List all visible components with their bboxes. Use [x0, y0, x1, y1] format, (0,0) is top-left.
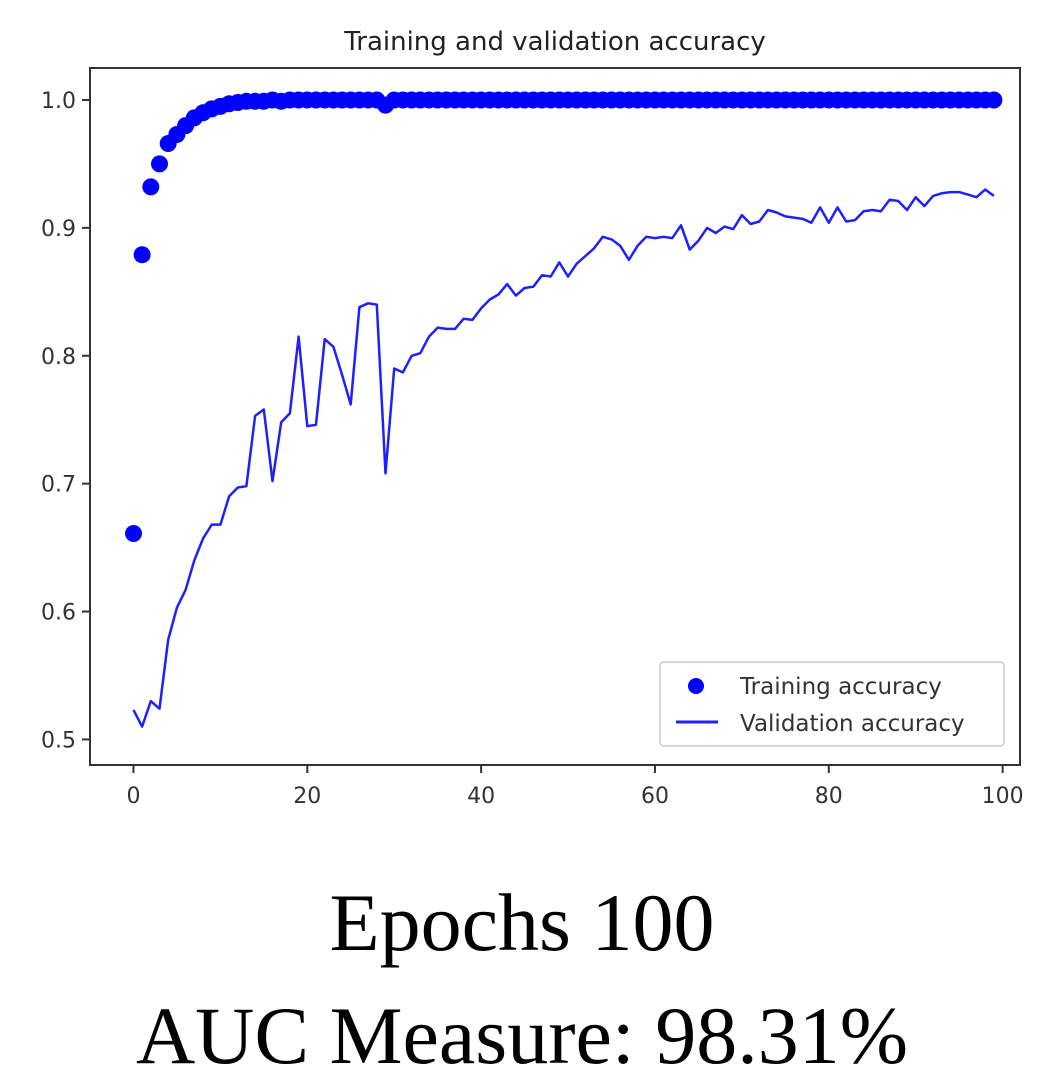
legend-training-label: Training accuracy — [739, 674, 942, 700]
plot-area — [89, 67, 1021, 766]
validation-accuracy-line — [132, 188, 995, 728]
legend-box — [659, 661, 1005, 747]
legend: Training accuracy Validation accuracy — [659, 661, 1005, 747]
y-axis: 0.5 0.6 0.7 0.8 0.9 1.0 — [41, 89, 90, 753]
x-tick-label: 80 — [815, 784, 843, 809]
x-tick-label: 20 — [293, 784, 321, 809]
plot-frame — [89, 67, 1021, 766]
chart-title: Training and validation accuracy — [343, 27, 766, 57]
x-axis: 0 20 40 60 80 100 — [126, 765, 1024, 809]
auc-caption: AUC Measure: 98.31% — [135, 990, 909, 1081]
y-tick-label: 0.6 — [41, 601, 76, 626]
x-tick-label: 40 — [467, 784, 495, 809]
y-tick-label: 0.5 — [41, 728, 76, 753]
training-accuracy-point — [125, 525, 142, 542]
accuracy-chart: Training and validation accuracy 0.50.60… — [41, 27, 1024, 809]
y-tick-label: 0.7 — [41, 473, 76, 498]
y-tick-label: 0.9 — [41, 217, 76, 242]
training-accuracy-point — [133, 246, 151, 264]
training-accuracy-point — [151, 155, 168, 173]
x-tick-label: 100 — [982, 784, 1024, 809]
training-accuracy-point — [985, 91, 1003, 109]
epochs-caption: Epochs 100 — [329, 877, 715, 968]
x-tick-label: 60 — [641, 784, 669, 809]
legend-validation-label: Validation accuracy — [740, 711, 965, 737]
y-tick-label: 1.0 — [41, 89, 76, 114]
training-accuracy-point — [142, 178, 160, 196]
y-tick-label: 0.8 — [41, 345, 76, 370]
legend-training-marker — [688, 678, 704, 694]
x-tick-label: 0 — [126, 784, 140, 809]
